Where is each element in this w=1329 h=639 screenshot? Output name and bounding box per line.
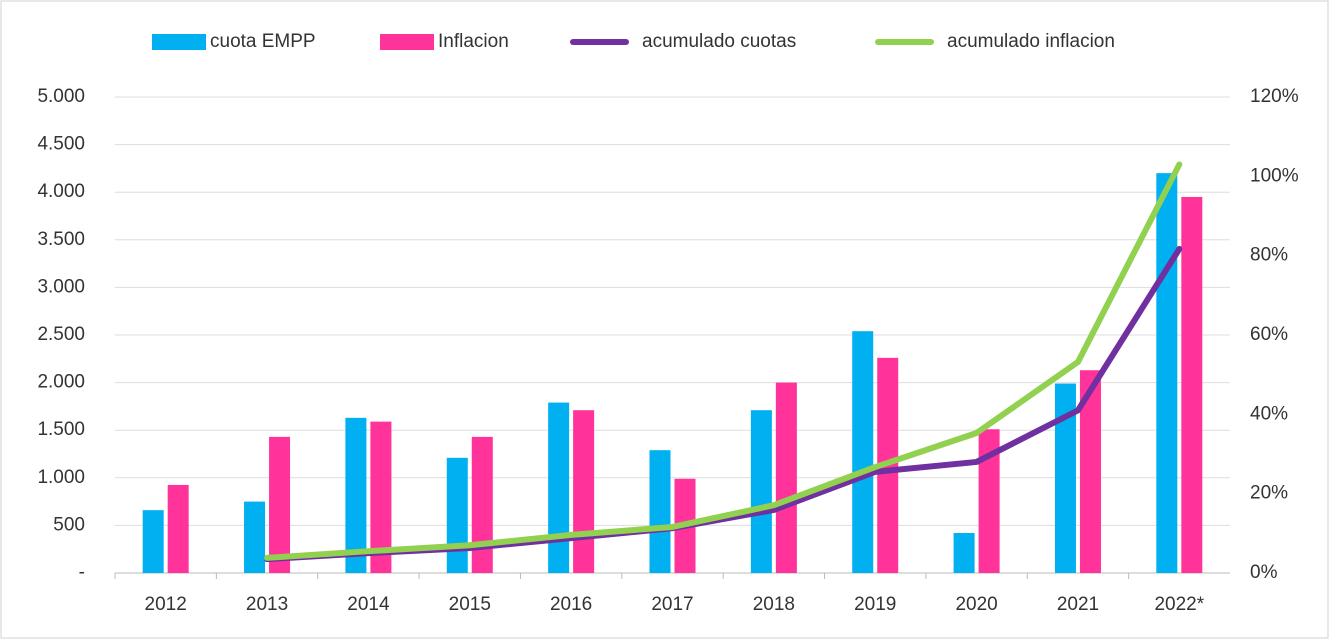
line	[264, 161, 1183, 561]
bar	[167, 484, 189, 573]
x-tick-label: 2020	[955, 594, 997, 615]
x-tick-label: 2016	[550, 594, 592, 615]
y-tick-label: 2.000	[37, 372, 85, 393]
y-tick-label: 3.000	[37, 276, 85, 297]
bar	[446, 457, 468, 573]
bar	[471, 436, 493, 573]
bar	[978, 429, 1000, 573]
bar	[548, 402, 570, 573]
bar	[953, 533, 975, 573]
bar	[370, 421, 392, 573]
x-tick-label: 2017	[651, 594, 693, 615]
bar	[345, 417, 367, 573]
legend-swatch	[152, 34, 206, 50]
bar	[1181, 196, 1203, 573]
bar	[244, 501, 266, 573]
y-tick-label: 500	[53, 514, 85, 535]
legend-label: cuota EMPP	[210, 31, 316, 52]
legend-label: Inflacion	[438, 31, 509, 52]
bar	[775, 382, 797, 573]
x-tick-label: 2014	[347, 594, 390, 615]
x-tick-label: 2021	[1057, 594, 1099, 615]
y-tick-label: 4.000	[37, 181, 85, 202]
legend-swatch	[380, 34, 434, 50]
bar	[269, 436, 291, 573]
legend-label: acumulado inflacion	[947, 31, 1115, 52]
x-tick-label: 2018	[753, 594, 795, 615]
bar	[750, 410, 772, 573]
y-tick-label: 1.500	[37, 419, 85, 440]
x-tick-label: 2022*	[1154, 594, 1204, 615]
y-tick-label: 4.500	[37, 134, 85, 155]
y-tick-label: -	[79, 562, 85, 583]
bar	[649, 450, 671, 573]
bar	[573, 410, 595, 573]
y2-tick-label: 60%	[1250, 324, 1288, 345]
y-tick-label: 2.500	[37, 324, 85, 345]
bar	[1054, 383, 1076, 573]
y2-tick-label: 20%	[1250, 483, 1288, 504]
y-tick-label: 3.500	[37, 229, 85, 250]
x-tick-label: 2019	[854, 594, 896, 615]
bar	[142, 510, 164, 573]
x-tick-label: 2013	[246, 594, 288, 615]
legend-label: acumulado cuotas	[642, 31, 796, 52]
x-tick-label: 2015	[449, 594, 491, 615]
y2-tick-label: 120%	[1250, 86, 1299, 107]
y-tick-label: 1.000	[37, 467, 85, 488]
bar	[852, 331, 874, 573]
y-tick-label: 5.000	[37, 86, 85, 107]
x-tick-label: 2012	[145, 594, 187, 615]
bar	[1156, 173, 1178, 573]
y2-tick-label: 0%	[1250, 562, 1278, 583]
y2-tick-label: 100%	[1250, 165, 1299, 186]
bar	[1079, 370, 1101, 573]
y2-tick-label: 80%	[1250, 245, 1288, 266]
y2-tick-label: 40%	[1250, 403, 1288, 424]
